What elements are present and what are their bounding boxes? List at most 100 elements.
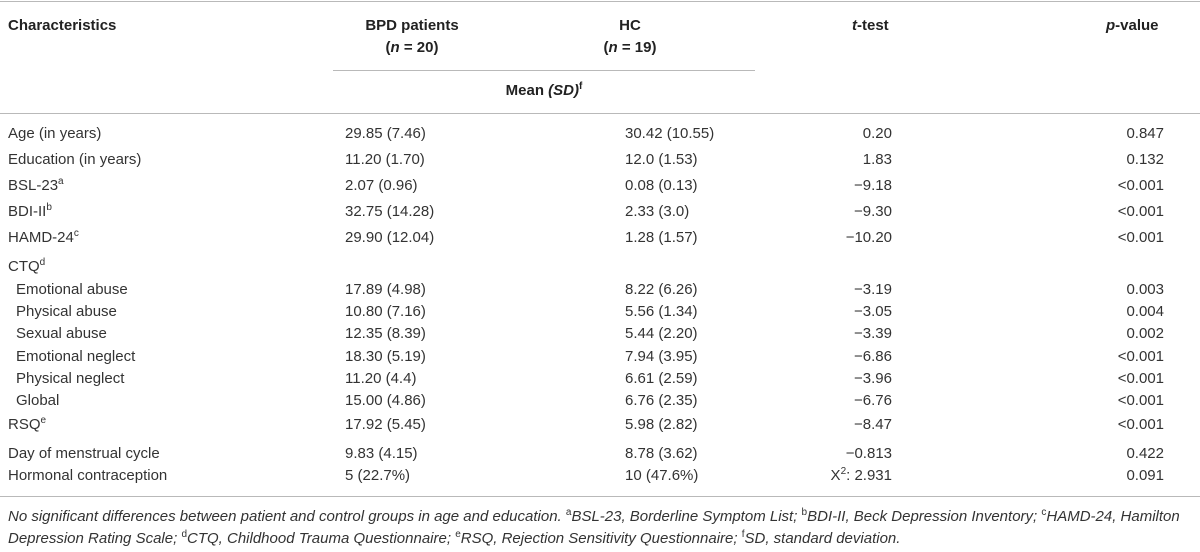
cell-t-test: −8.47 — [854, 416, 892, 433]
cell-hc: 7.94 (3.95) — [625, 348, 698, 365]
footnote-marker: a — [565, 507, 572, 518]
header-mean-sd: Mean (SD)f — [505, 81, 583, 100]
footnote-marker: d — [181, 529, 187, 540]
cell-p-value: 0.132 — [1126, 151, 1164, 168]
table-bottom-rule — [0, 496, 1200, 497]
table-row: BSL-23a 2.07 (0.96) 0.08 (0.13) −9.18 <0.001 — [0, 175, 1200, 197]
table-row: Emotional abuse 17.89 (4.98) 8.22 (6.26) −3… — [0, 279, 1200, 301]
cell-hc: 1.28 (1.57) — [625, 229, 698, 246]
table-row: Sexual abuse 12.35 (8.39) 5.44 (2.20) −3.39… — [0, 323, 1200, 345]
row-label: Emotional neglect — [16, 348, 136, 365]
cell-t-test: −9.30 — [854, 203, 892, 220]
cell-t-test: −0.813 — [845, 445, 892, 462]
cell-p-value: <0.001 — [1117, 203, 1164, 220]
footnote-marker: e — [455, 529, 461, 540]
footnote-text: BDI-II, Beck Depression Inventory; — [807, 508, 1042, 525]
header-characteristics: Characteristics — [8, 17, 117, 34]
cell-t-test: −3.19 — [854, 281, 892, 298]
table-row: Physical neglect 11.20 (4.4) 6.61 (2.59) −3… — [0, 368, 1200, 390]
table-row: Age (in years) 29.85 (7.46) 30.42 (10.55) 0… — [0, 123, 1200, 145]
cell-t-test: −3.96 — [854, 370, 892, 387]
header-hc-title: HC — [619, 17, 641, 34]
row-label: HAMD-24c — [8, 228, 79, 247]
table-row: Education (in years) 11.20 (1.70) 12.0 (1.… — [0, 149, 1200, 171]
row-label: BDI-IIb — [8, 202, 52, 221]
footnote-text: RSQ, Rejection Sensitivity Questionnaire… — [460, 530, 742, 547]
cell-t-test: X2: 2.931 — [830, 466, 892, 485]
row-label: Sexual abuse — [16, 325, 107, 342]
cell-hc: 2.33 (3.0) — [625, 203, 690, 220]
row-label: Global — [16, 392, 60, 409]
footnote-marker: f — [741, 529, 745, 540]
header-hc: HC (n = 19) — [560, 15, 700, 59]
table-row: Physical abuse 10.80 (7.16) 5.56 (1.34) −3.… — [0, 301, 1200, 323]
cell-hc: 5.44 (2.20) — [625, 325, 698, 342]
footnote-text: BSL-23, Borderline Symptom List; — [571, 508, 802, 525]
row-label: BSL-23a — [8, 176, 64, 195]
header-t-test: t-test — [852, 17, 889, 34]
cell-t-test: −3.39 — [854, 325, 892, 342]
cell-bpd: 18.30 (5.19) — [345, 348, 426, 365]
cell-bpd: 12.35 (8.39) — [345, 325, 426, 342]
cell-bpd: 17.92 (5.45) — [345, 416, 426, 433]
header-hc-n: (n = 19) — [603, 39, 657, 56]
cell-bpd: 29.90 (12.04) — [345, 229, 435, 246]
table-row: HAMD-24c 29.90 (12.04) 1.28 (1.57) −10.20 <0… — [0, 227, 1200, 249]
cell-bpd: 29.85 (7.46) — [345, 125, 426, 142]
cell-t-test: −6.76 — [854, 392, 892, 409]
cell-p-value: <0.001 — [1117, 229, 1164, 246]
row-label: Hormonal contraception — [8, 467, 168, 484]
header-bpd-n: (n = 20) — [385, 39, 439, 56]
cell-t-test: −9.18 — [854, 177, 892, 194]
cell-p-value: <0.001 — [1117, 416, 1164, 433]
cell-t-test: −6.86 — [854, 348, 892, 365]
cell-hc: 6.76 (2.35) — [625, 392, 698, 409]
row-label: Physical neglect — [16, 370, 125, 387]
header-p-value: p-value — [1106, 17, 1159, 34]
cell-bpd: 5 (22.7%) — [345, 467, 411, 484]
table-row: CTQd — [0, 256, 1200, 278]
cell-hc: 30.42 (10.55) — [625, 125, 715, 142]
cell-p-value: 0.003 — [1126, 281, 1164, 298]
cell-p-value: 0.091 — [1126, 467, 1164, 484]
cell-t-test: 1.83 — [862, 151, 892, 168]
row-label: Emotional abuse — [16, 281, 128, 298]
row-label: Physical abuse — [16, 303, 117, 320]
table-row: Day of menstrual cycle 9.83 (4.15) 8.78 (3… — [0, 443, 1200, 465]
cell-t-test: −3.05 — [854, 303, 892, 320]
cell-p-value: 0.004 — [1126, 303, 1164, 320]
cell-bpd: 9.83 (4.15) — [345, 445, 418, 462]
cell-p-value: <0.001 — [1117, 177, 1164, 194]
header-bpd: BPD patients (n = 20) — [330, 15, 494, 59]
table-header-rule — [0, 113, 1200, 114]
table-row: Emotional neglect 18.30 (5.19) 7.94 (3.95)… — [0, 346, 1200, 368]
cell-p-value: <0.001 — [1117, 348, 1164, 365]
cell-p-value: 0.847 — [1126, 125, 1164, 142]
cell-bpd: 32.75 (14.28) — [345, 203, 435, 220]
row-label: RSQe — [8, 415, 47, 434]
footnote-marker: c — [1041, 507, 1047, 518]
cell-bpd: 17.89 (4.98) — [345, 281, 426, 298]
cell-hc: 0.08 (0.13) — [625, 177, 698, 194]
footnote-text: SD, standard deviation. — [744, 530, 901, 547]
cell-bpd: 15.00 (4.86) — [345, 392, 426, 409]
table-row: Hormonal contraception 5 (22.7%) 10 (47.6%… — [0, 465, 1200, 487]
cell-p-value: <0.001 — [1117, 392, 1164, 409]
cell-hc: 5.56 (1.34) — [625, 303, 698, 320]
cell-bpd: 11.20 (1.70) — [345, 151, 425, 168]
row-label: Day of menstrual cycle — [8, 445, 160, 462]
cell-p-value: 0.422 — [1126, 445, 1164, 462]
cell-hc: 5.98 (2.82) — [625, 416, 698, 433]
cell-p-value: <0.001 — [1117, 370, 1164, 387]
cell-p-value: 0.002 — [1126, 325, 1164, 342]
cell-t-test: 0.20 — [862, 125, 892, 142]
cell-t-test: −10.20 — [845, 229, 892, 246]
cell-hc: 12.0 (1.53) — [625, 151, 698, 168]
cell-hc: 8.22 (6.26) — [625, 281, 698, 298]
cell-bpd: 11.20 (4.4) — [345, 370, 417, 387]
header-bpd-title: BPD patients — [365, 17, 459, 34]
header-subrule — [333, 70, 755, 71]
row-label: Age (in years) — [8, 125, 102, 142]
footnote-text: HAMD-24, Hamilton Depression Rating Scal… — [8, 508, 1180, 547]
